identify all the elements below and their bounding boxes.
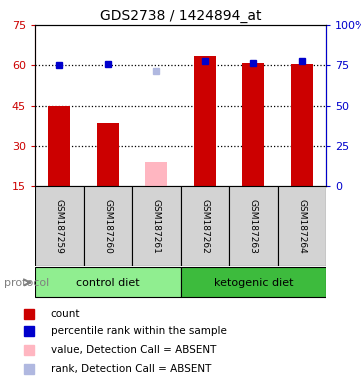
Bar: [180, 267, 326, 297]
Bar: [97, 123, 119, 186]
Text: value, Detection Call = ABSENT: value, Detection Call = ABSENT: [51, 345, 216, 355]
Text: GSM187263: GSM187263: [249, 199, 258, 253]
Text: protocol: protocol: [4, 278, 49, 288]
Text: GSM187264: GSM187264: [297, 199, 306, 253]
Bar: [278, 186, 326, 266]
Bar: [48, 106, 70, 186]
Title: GDS2738 / 1424894_at: GDS2738 / 1424894_at: [100, 8, 261, 23]
Text: GSM187260: GSM187260: [103, 199, 112, 253]
Bar: [180, 186, 229, 266]
Bar: [242, 63, 264, 186]
Text: ketogenic diet: ketogenic diet: [213, 278, 293, 288]
Text: count: count: [51, 309, 80, 319]
Bar: [35, 186, 83, 266]
Bar: [83, 186, 132, 266]
Text: control diet: control diet: [76, 278, 140, 288]
Text: percentile rank within the sample: percentile rank within the sample: [51, 326, 226, 336]
Text: rank, Detection Call = ABSENT: rank, Detection Call = ABSENT: [51, 364, 211, 374]
Bar: [145, 162, 167, 186]
Bar: [229, 186, 278, 266]
Text: GSM187262: GSM187262: [200, 199, 209, 253]
Bar: [194, 56, 216, 186]
Bar: [291, 64, 313, 186]
Bar: [35, 267, 180, 297]
Text: GSM187259: GSM187259: [55, 199, 64, 253]
Bar: [132, 186, 180, 266]
Text: GSM187261: GSM187261: [152, 199, 161, 253]
